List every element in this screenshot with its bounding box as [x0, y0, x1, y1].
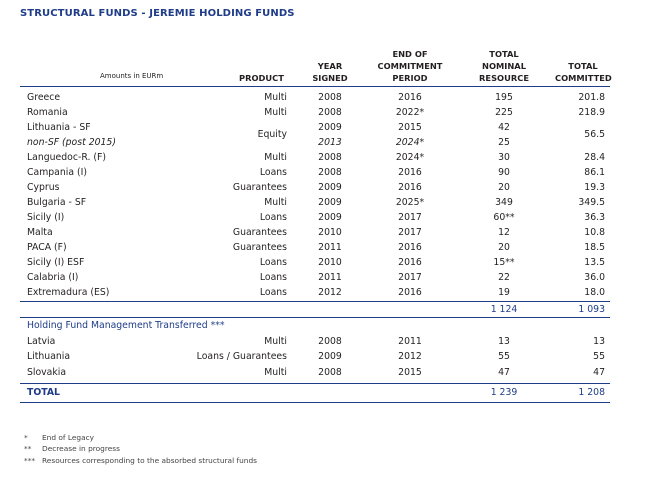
table-row: Latvia Multi 2008 2011 13 13	[27, 336, 605, 347]
subtotal-row: 1 124 1 093	[490, 304, 605, 315]
table-row: Malta Guarantees 2010 2017 12 10.8	[27, 227, 605, 238]
table-row: Lithuania - SF 2009 2015 42	[27, 122, 510, 133]
table-row: Romania Multi 2008 2022* 225 218.9	[27, 107, 605, 118]
total-row: TOTAL 1 239 1 208	[27, 387, 605, 398]
header-rule	[20, 86, 610, 87]
header-total-nominal: TOTAL NOMINAL RESOURCE	[479, 49, 529, 83]
footnote: *** Resources corresponding to the absorb…	[24, 456, 257, 465]
page-title: STRUCTURAL FUNDS - JEREMIE HOLDING FUNDS	[20, 8, 295, 19]
transferred-heading: Holding Fund Management Transferred ***	[27, 320, 225, 331]
table-row: Slovakia Multi 2008 2015 47 47	[27, 367, 605, 378]
table-row: Calabria (I) Loans 2011 2017 22 36.0	[27, 272, 605, 283]
total-bottom-rule	[20, 402, 610, 403]
section-rule	[20, 317, 610, 318]
table-row: Campania (I) Loans 2008 2016 90 86.1	[27, 167, 605, 178]
table-row: Cyprus Guarantees 2009 2016 20 19.3	[27, 182, 605, 193]
header-total-committed: TOTAL COMMITTED	[555, 61, 612, 83]
header-product: PRODUCT	[239, 73, 284, 83]
amounts-unit-label: Amounts in EURm	[100, 72, 164, 80]
table-row: Bulgaria - SF Multi 2009 2025* 349 349.5	[27, 197, 605, 208]
table-row: Sicily (I) ESF Loans 2010 2016 15** 13.5	[27, 257, 605, 268]
lithuania-merged-cells: Equity 56.5	[257, 129, 605, 140]
total-top-rule	[20, 383, 610, 384]
table-row: Lithuania Loans / Guarantees 2009 2012 5…	[27, 351, 605, 362]
subtotal-rule	[20, 301, 610, 302]
table-row: Languedoc-R. (F) Multi 2008 2024* 30 28.…	[27, 152, 605, 163]
header-year: YEAR SIGNED	[312, 61, 348, 83]
table-row: PACA (F) Guarantees 2011 2016 20 18.5	[27, 242, 605, 253]
footnote: * End of Legacy	[24, 433, 95, 442]
table-row: Sicily (I) Loans 2009 2017 60** 36.3	[27, 212, 605, 223]
table-row: non-SF (post 2015) 2013 2024* 25	[27, 137, 510, 148]
table-row: Extremadura (ES) Loans 2012 2016 19 18.0	[27, 287, 605, 298]
header-end-of-commitment: END OF COMMITMENT PERIOD	[377, 49, 443, 83]
table-row: Greece Multi 2008 2016 195 201.8	[27, 92, 605, 103]
footnote: ** Decrease in progress	[24, 444, 120, 453]
